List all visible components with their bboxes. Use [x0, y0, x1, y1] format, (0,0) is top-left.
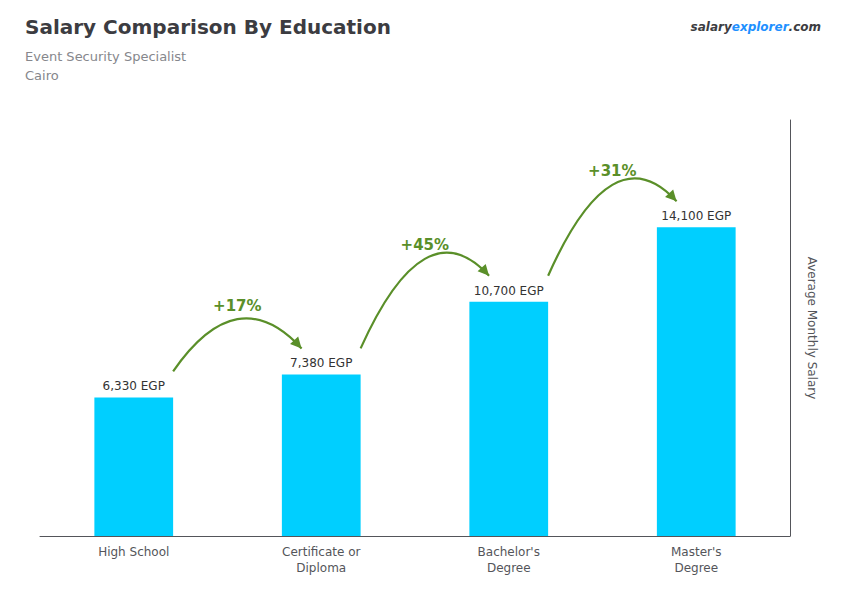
svg-text:Cairo: Cairo — [25, 68, 59, 83]
svg-text:Bachelor's: Bachelor's — [478, 545, 540, 559]
svg-text:Degree: Degree — [487, 561, 531, 575]
svg-text:+45%: +45% — [401, 236, 449, 254]
svg-text:explorer: explorer — [732, 20, 790, 34]
svg-text:6,330 EGP: 6,330 EGP — [103, 379, 165, 393]
svg-text:.com: .com — [789, 20, 821, 34]
svg-text:High School: High School — [98, 545, 169, 559]
svg-text:+31%: +31% — [588, 162, 636, 180]
svg-text:Average Monthly Salary: Average Monthly Salary — [805, 257, 819, 400]
svg-text:+17%: +17% — [213, 297, 261, 315]
svg-text:Salary Comparison By Education: Salary Comparison By Education — [25, 15, 391, 39]
svg-text:Diploma: Diploma — [296, 561, 346, 575]
svg-text:10,700 EGP: 10,700 EGP — [474, 284, 544, 298]
svg-text:Master's: Master's — [671, 545, 722, 559]
svg-text:Event Security Specialist: Event Security Specialist — [25, 49, 186, 64]
svg-text:Certificate or: Certificate or — [282, 545, 360, 559]
svg-text:Degree: Degree — [674, 561, 718, 575]
svg-text:7,380 EGP: 7,380 EGP — [290, 356, 352, 370]
svg-text:salary: salary — [691, 20, 733, 34]
svg-text:14,100 EGP: 14,100 EGP — [661, 209, 731, 223]
